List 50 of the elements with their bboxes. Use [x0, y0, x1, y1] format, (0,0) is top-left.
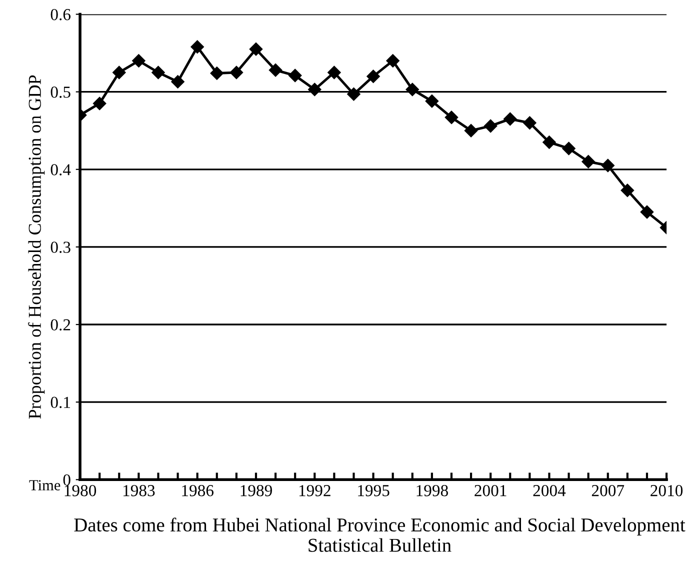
- point: [288, 68, 302, 82]
- x-tick-label: 1998: [416, 484, 448, 496]
- point: [347, 88, 360, 101]
- y-tick-label: 0.2: [50, 319, 70, 331]
- x-tick-label: 2007: [592, 484, 624, 496]
- point: [249, 42, 263, 56]
- point: [132, 54, 146, 68]
- y-axis-title: Proportion of Household Consumption on GDP: [28, 75, 45, 419]
- x-tick-label: 1995: [358, 485, 390, 496]
- point: [425, 94, 439, 108]
- point: [386, 54, 400, 68]
- point: [308, 82, 322, 96]
- point: [406, 82, 419, 96]
- x-tick-label: 1992: [299, 485, 330, 496]
- x-tick-label: 1989: [240, 484, 272, 496]
- point: [328, 66, 341, 80]
- x-tick-label: 2004: [533, 484, 566, 496]
- y-tick-label: 0.1: [50, 396, 70, 408]
- text: Dates come from Hubei National Province Economic and Social Development Statistical Bulletin: [74, 518, 686, 552]
- point: [190, 40, 204, 54]
- point: [268, 64, 282, 77]
- point: [210, 66, 224, 80]
- y-tick-label: 0.5: [50, 86, 70, 98]
- point: [484, 119, 498, 133]
- x-tick-label: 2010: [650, 484, 683, 496]
- x-tick-label: 1986: [182, 484, 214, 496]
- y-tick-label: 0.3: [50, 242, 70, 253]
- point: [464, 124, 478, 138]
- point: [601, 158, 614, 172]
- y-tick-label: 0: [63, 474, 70, 486]
- y-tick-label: 0.4: [50, 164, 71, 176]
- point: [444, 110, 458, 124]
- point: [640, 205, 654, 219]
- x-tick-label: 1980: [64, 484, 96, 496]
- point: [112, 66, 126, 80]
- point: [562, 142, 576, 156]
- point: [542, 136, 556, 149]
- point: [504, 112, 517, 126]
- point: [366, 70, 380, 83]
- x-tick-label: 2001: [474, 484, 506, 496]
- x-axis-title: Time: [29, 480, 60, 490]
- point: [230, 66, 244, 80]
- point: [93, 96, 106, 110]
- point: [523, 116, 536, 130]
- y-tick-label: 0.6: [50, 8, 71, 20]
- x-tick-label: 1983: [123, 484, 155, 496]
- point: [582, 155, 595, 168]
- point: [171, 75, 184, 88]
- point: [152, 66, 165, 80]
- point: [620, 184, 634, 197]
